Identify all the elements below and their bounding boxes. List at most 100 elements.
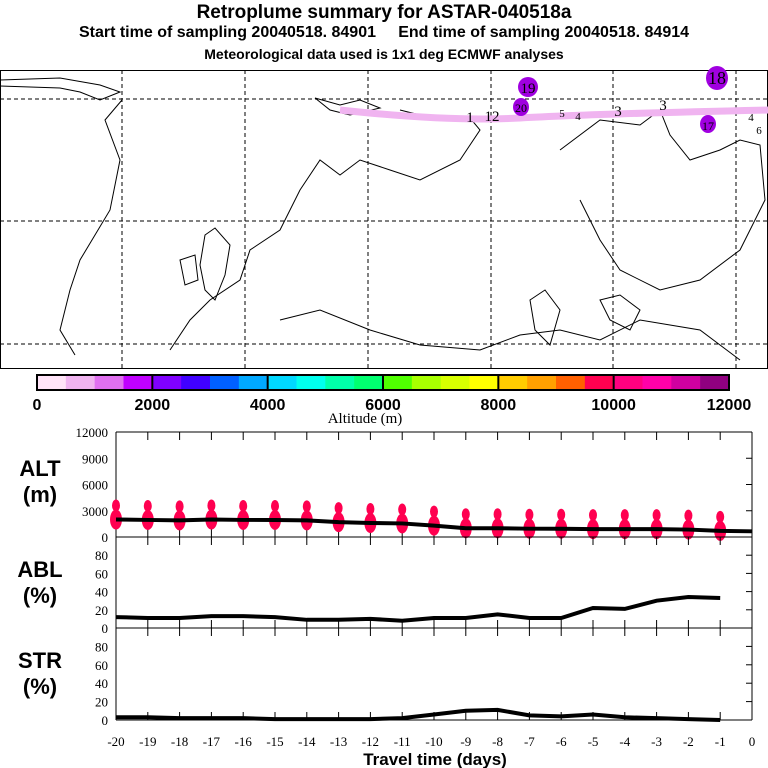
y-tick-label: 20: [95, 603, 108, 618]
colorbar-swatch: [94, 375, 124, 390]
y-tick-label: 40: [95, 585, 108, 600]
colorbar-swatch: [469, 375, 499, 390]
panel-alt: 0 3000 6000 9000 12000 ALT(m): [19, 425, 753, 545]
y-tick-label: 0: [102, 713, 109, 728]
map-label: 20: [515, 101, 527, 115]
x-tick-label: 0: [749, 734, 756, 749]
map-labels: 18 19 20 17 3 3 4 5 4 6 12 1: [466, 66, 762, 137]
altitude-spread-marker: [302, 500, 311, 513]
plume-centroid-track: [339, 106, 768, 123]
x-axis-label: Travel time (days): [363, 750, 507, 768]
colorbar-swatch: [383, 375, 413, 390]
x-tick-label: -4: [619, 734, 630, 749]
chart-title: Retroplume summary for ASTAR-040518a: [196, 2, 572, 23]
plume-marker: [513, 98, 529, 116]
x-tick-label: -8: [492, 734, 503, 749]
x-tick-label: -7: [524, 734, 535, 749]
x-tick-label: -18: [171, 734, 188, 749]
map-label: 12: [485, 109, 500, 125]
y-axis-label: ALT: [19, 456, 61, 481]
y-axis-unit: (m): [23, 482, 57, 507]
map-label: 3: [659, 98, 667, 114]
colorbar-swatch: [700, 375, 730, 390]
y-axis-label: ABL: [17, 557, 62, 582]
colorbar-swatch: [642, 375, 672, 390]
altitude-spread-marker: [366, 503, 375, 515]
colorbar-tick-label: 8000: [481, 397, 517, 414]
altitude-spread-marker: [398, 503, 407, 516]
map-label: 4: [575, 111, 581, 123]
colorbar-swatch: [556, 375, 586, 390]
altitude-spread-marker: [271, 499, 279, 512]
colorbar-swatch: [354, 375, 384, 390]
colorbar-tick-label: 0: [33, 397, 42, 414]
altitude-spread-marker: [493, 508, 502, 521]
altitude-spread-marker: [430, 505, 438, 518]
altitude-spread-marker: [716, 510, 725, 523]
map-label: 19: [521, 81, 536, 97]
altitude-spread-marker: [525, 508, 534, 521]
altitude-spread-marker: [589, 509, 597, 522]
y-tick-label: 9000: [82, 451, 108, 466]
altitude-spread-marker: [652, 509, 661, 522]
altitude-spread-marker: [461, 508, 470, 521]
y-tick-label: 80: [95, 548, 108, 563]
altitude-spread-marker: [684, 509, 693, 522]
x-tick-label: -6: [556, 734, 567, 749]
y-tick-label: 40: [95, 676, 108, 691]
panel-abl: 0 20 40 60 80 ABL(%): [17, 536, 753, 636]
plume-marker: [518, 77, 538, 97]
colorbar-swatch: [671, 375, 701, 390]
altitude-spread-marker: [175, 500, 184, 513]
colorbar-tick-label: 4000: [250, 397, 286, 414]
colorbar-swatch: [181, 375, 211, 390]
y-tick-label: 3000: [82, 504, 108, 519]
x-tick-label: -2: [683, 734, 694, 749]
altitude-colorbar: 0 2000 4000 6000 8000 10000 12000: [33, 374, 752, 414]
altitude-spread-marker: [620, 509, 629, 522]
x-tick-label: -15: [266, 734, 283, 749]
panel-str: 0 20 40 60 80 STR(%): [18, 627, 753, 728]
colorbar-swatch: [498, 375, 528, 390]
met-data-note: Meteorological data used is 1x1 deg ECMW…: [204, 46, 564, 62]
map-label: 18: [708, 68, 726, 88]
x-tick-label: -20: [107, 734, 124, 749]
series-line-abl: [115, 595, 721, 623]
colorbar-swatch: [65, 375, 96, 390]
altitude-spread-marker: [334, 502, 343, 515]
y-tick-label: 20: [95, 695, 108, 710]
y-tick-label: 80: [95, 639, 108, 654]
x-tick-label: -5: [588, 734, 599, 749]
map-label: 3: [614, 104, 622, 120]
map-label: 6: [756, 125, 762, 137]
colorbar-swatch: [267, 375, 297, 390]
x-tick-label: -12: [362, 734, 379, 749]
colorbar-swatch: [210, 375, 240, 390]
altitude-spread-marker: [239, 499, 248, 512]
colorbar-label: Altitude (m): [328, 411, 403, 427]
y-axis-unit: (%): [23, 583, 57, 608]
map-label: 1: [466, 110, 474, 126]
altitude-spread-marker: [207, 499, 216, 512]
colorbar-swatch: [123, 375, 153, 390]
map-grid: [0, 70, 768, 368]
colorbar-tick-label: 2000: [135, 397, 171, 414]
colorbar-tick-label: 12000: [707, 397, 752, 414]
colorbar-swatch: [152, 375, 182, 390]
colorbar-swatch: [37, 375, 67, 390]
map-label: 5: [559, 108, 565, 120]
y-tick-label: 0: [102, 621, 109, 636]
series-line-alt: [115, 517, 753, 534]
colorbar-swatch: [527, 375, 557, 390]
colorbar-swatch: [613, 375, 643, 390]
series-line-str: [116, 707, 721, 722]
colorbar-swatch: [584, 375, 615, 390]
x-tick-label: -19: [139, 734, 156, 749]
altitude-spread-marker: [143, 499, 152, 512]
colorbar-tick-label: 6000: [365, 397, 401, 414]
altitude-spread-marker: [112, 499, 120, 512]
x-tick-label: -3: [651, 734, 662, 749]
y-tick-label: 60: [95, 658, 108, 673]
